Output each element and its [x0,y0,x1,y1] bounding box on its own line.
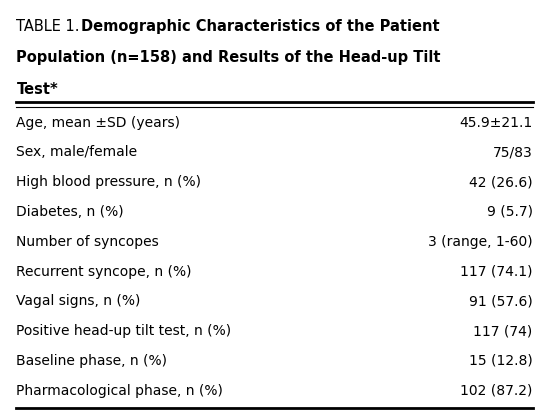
Text: Positive head-up tilt test, n (%): Positive head-up tilt test, n (%) [16,323,232,337]
Text: 91 (57.6): 91 (57.6) [469,294,533,308]
Text: 75/83: 75/83 [493,145,533,159]
Text: Test*: Test* [16,81,58,96]
Text: High blood pressure, n (%): High blood pressure, n (%) [16,175,201,189]
Text: 45.9±21.1: 45.9±21.1 [460,115,533,129]
Text: 15 (12.8): 15 (12.8) [469,353,533,367]
Text: 117 (74): 117 (74) [473,323,533,337]
Text: Sex, male/female: Sex, male/female [16,145,138,159]
Text: Population (n=158) and Results of the Head-up Tilt: Population (n=158) and Results of the He… [16,50,441,65]
Text: Recurrent syncope, n (%): Recurrent syncope, n (%) [16,264,192,278]
Text: 117 (74.1): 117 (74.1) [460,264,533,278]
Text: Demographic Characteristics of the Patient: Demographic Characteristics of the Patie… [81,19,440,33]
Text: Age, mean ±SD (years): Age, mean ±SD (years) [16,115,181,129]
Text: Vagal signs, n (%): Vagal signs, n (%) [16,294,141,308]
Text: Pharmacological phase, n (%): Pharmacological phase, n (%) [16,383,223,397]
Text: 3 (range, 1-60): 3 (range, 1-60) [428,234,533,248]
Text: 102 (87.2): 102 (87.2) [460,383,533,397]
Text: Diabetes, n (%): Diabetes, n (%) [16,204,124,218]
Text: TABLE 1.: TABLE 1. [16,19,85,33]
Text: 42 (26.6): 42 (26.6) [469,175,533,189]
Text: 9 (5.7): 9 (5.7) [486,204,533,218]
Text: Number of syncopes: Number of syncopes [16,234,159,248]
Text: Baseline phase, n (%): Baseline phase, n (%) [16,353,167,367]
